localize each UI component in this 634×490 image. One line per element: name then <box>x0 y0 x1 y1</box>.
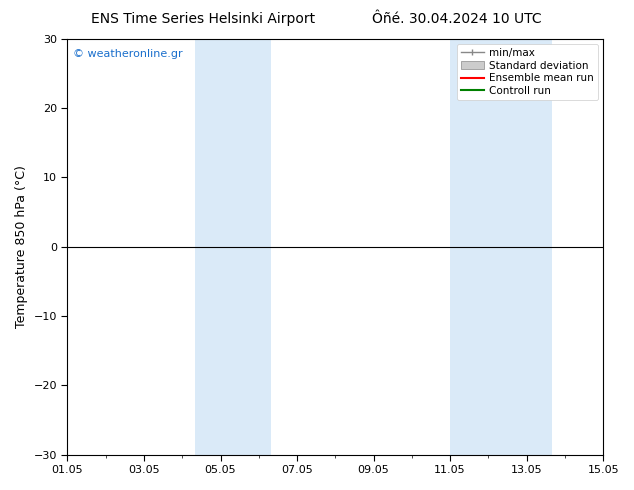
Bar <box>221 39 271 455</box>
Text: Ôñé. 30.04.2024 10 UTC: Ôñé. 30.04.2024 10 UTC <box>372 12 541 26</box>
Text: © weatheronline.gr: © weatheronline.gr <box>73 49 183 59</box>
Bar <box>450 39 488 455</box>
Bar <box>488 39 552 455</box>
Legend: min/max, Standard deviation, Ensemble mean run, Controll run: min/max, Standard deviation, Ensemble me… <box>456 44 598 100</box>
Bar <box>195 39 221 455</box>
Y-axis label: Temperature 850 hPa (°C): Temperature 850 hPa (°C) <box>15 165 28 328</box>
Text: ENS Time Series Helsinki Airport: ENS Time Series Helsinki Airport <box>91 12 315 26</box>
